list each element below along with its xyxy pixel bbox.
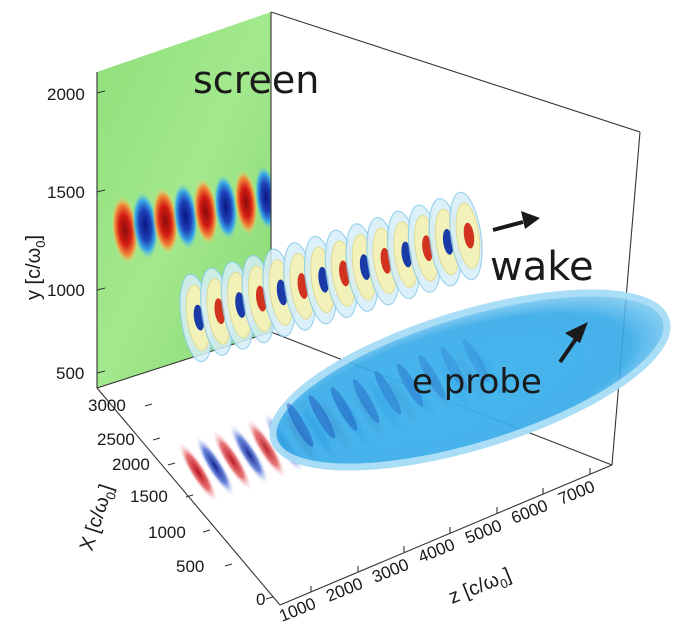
screen-negative-lobe — [334, 147, 360, 212]
x-tick-label: 2500 — [97, 430, 135, 449]
z-tick-label: 5000 — [462, 516, 504, 548]
y-axis: 2000 1500 1000 500 y [c/ω0] — [23, 85, 106, 383]
wake-disc-core — [463, 222, 475, 249]
screen-positive-lobe — [234, 169, 258, 235]
x-axis-title: X [c/ω0] — [76, 482, 121, 555]
probe-stripes — [286, 339, 490, 447]
screen-wave — [111, 138, 399, 264]
screen-positive-lobe — [111, 196, 139, 264]
floor-lobe-shape — [228, 423, 270, 486]
screen-positive-lobe — [152, 187, 179, 255]
z-tick-label: 4000 — [415, 535, 457, 567]
probe-stripe — [418, 355, 446, 399]
y-axis-ticks — [96, 90, 106, 374]
x-tick-label: 1500 — [130, 487, 168, 506]
electron-probe: e probe — [269, 289, 671, 471]
screen-negative-lobe — [254, 165, 271, 230]
z-tick-label: 3000 — [369, 555, 411, 587]
probe-arrow — [558, 322, 588, 364]
screen-label: screen — [193, 58, 319, 102]
screen-negative-lobe — [172, 183, 198, 250]
z-tick-label: 2000 — [323, 574, 365, 606]
svg-text:z [c/ω0]: z [c/ω0] — [446, 564, 516, 612]
wake-annotation: wake — [490, 211, 594, 290]
x-tick-label: 1000 — [148, 523, 186, 542]
z-tick-label: 7000 — [555, 477, 597, 509]
probe-label: e probe — [412, 362, 542, 402]
probe-stripe — [308, 395, 336, 439]
probe-stripe — [396, 363, 424, 407]
z-axis-ticks — [310, 468, 591, 592]
floor-lobe-shape — [211, 429, 253, 492]
z-axis-title: z [c/ω0] — [446, 564, 516, 612]
floor-lobe-shape — [177, 441, 219, 503]
bounding-box — [96, 11, 641, 606]
floor-positive-lobe — [245, 417, 287, 480]
floor-lobe-shape — [245, 417, 287, 480]
probe-stripe — [462, 339, 490, 383]
z-tick-label: 6000 — [508, 496, 550, 528]
x-axis-ticks — [144, 403, 274, 600]
probe-ellipse — [269, 289, 671, 471]
probe-stripe — [352, 379, 380, 423]
x-tick-label: 3000 — [88, 396, 126, 415]
svg-text:y [c/ω0]: y [c/ω0] — [23, 235, 48, 300]
screen-positive-lobe — [193, 178, 218, 245]
wake-disc — [449, 191, 483, 281]
wake-discs — [179, 191, 483, 363]
probe-stripe — [440, 347, 468, 391]
y-tick-label: 1500 — [47, 183, 85, 202]
screen-positive-lobe — [354, 143, 379, 207]
floor-negative-lobe — [228, 423, 270, 486]
probe-stripe — [286, 403, 314, 447]
x-tick-label: 2000 — [112, 455, 150, 474]
y-tick-label: 500 — [56, 364, 84, 383]
probe-stripe — [330, 387, 358, 431]
wake-arrow — [492, 211, 540, 232]
probe-stripe — [374, 371, 402, 415]
screen-positive-lobe — [313, 151, 339, 216]
x-axis: 3000 2500 2000 1500 1000 500 0 X [c/ω0] — [76, 396, 274, 609]
x-tick-label: 0 — [256, 590, 265, 609]
floor-positive-lobe — [177, 441, 219, 503]
screen-negative-lobe — [293, 156, 320, 222]
y-axis-title: y [c/ω0] — [23, 235, 48, 300]
x-tick-label: 500 — [176, 557, 204, 576]
z-tick-label: 1000 — [276, 594, 318, 626]
floor-negative-lobe — [194, 435, 236, 497]
y-tick-label: 1000 — [47, 281, 85, 300]
screen-negative-lobe — [213, 174, 238, 240]
y-tick-label: 2000 — [47, 85, 85, 104]
wake-label: wake — [490, 244, 594, 290]
screen-positive-lobe — [272, 160, 300, 226]
floor-positive-lobe — [211, 429, 253, 492]
screen-negative-lobe — [375, 138, 399, 202]
screen-panel — [97, 12, 399, 388]
floor-lobe-shape — [194, 435, 236, 497]
svg-text:X [c/ω0]: X [c/ω0] — [76, 482, 121, 555]
screen-negative-lobe — [132, 191, 159, 259]
